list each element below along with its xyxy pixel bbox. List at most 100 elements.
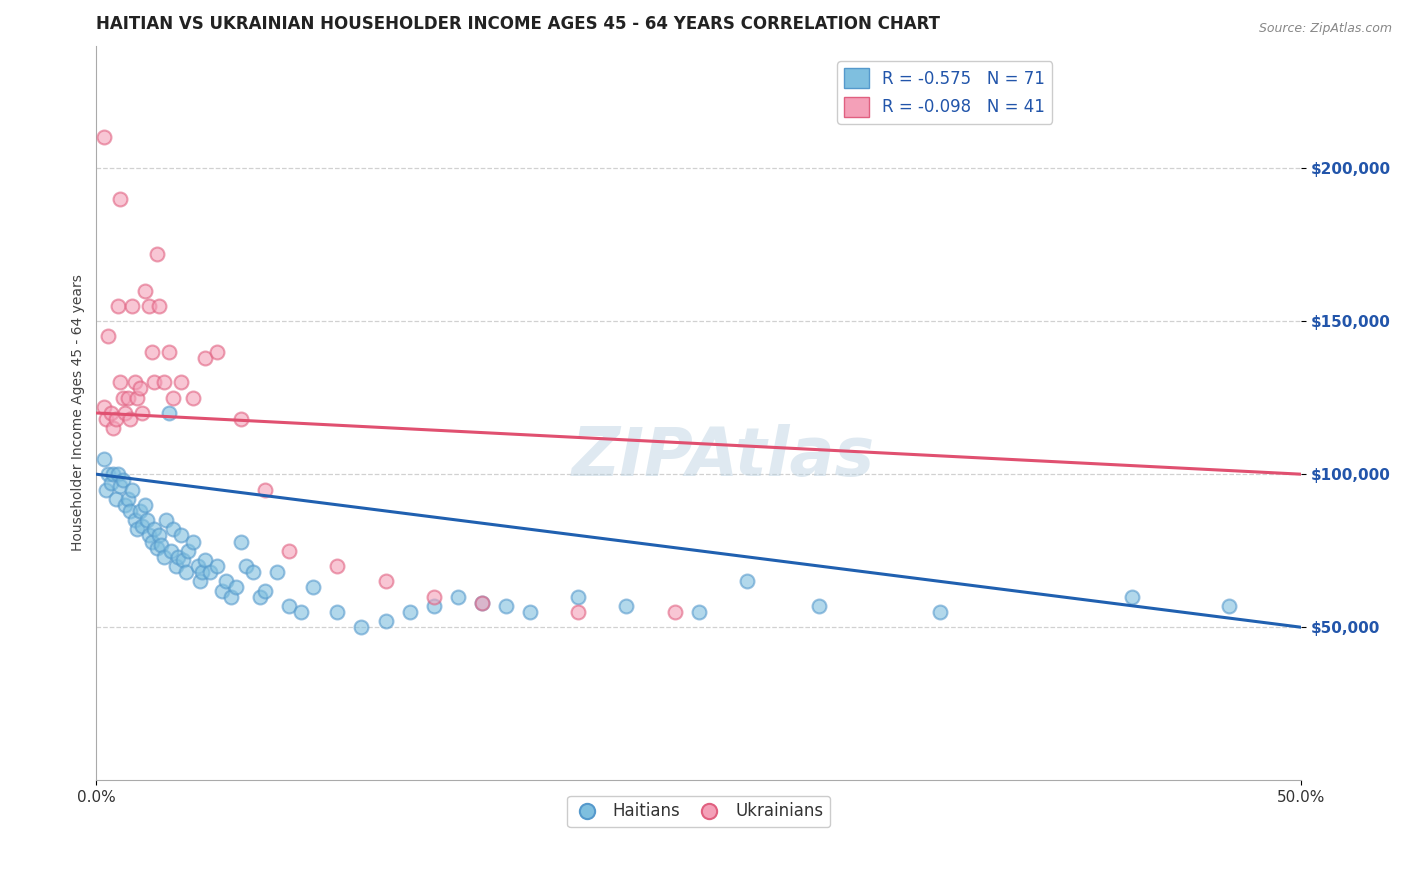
Point — [128, 504, 150, 518]
Point — [567, 590, 589, 604]
Point — [326, 605, 349, 619]
Point — [808, 599, 831, 613]
Point — [121, 299, 143, 313]
Point — [141, 534, 163, 549]
Point — [155, 513, 177, 527]
Point — [350, 620, 373, 634]
Point — [110, 192, 132, 206]
Point — [153, 549, 176, 564]
Legend: Haitians, Ukrainians: Haitians, Ukrainians — [568, 796, 830, 827]
Point — [229, 534, 252, 549]
Point — [93, 130, 115, 145]
Point — [138, 299, 160, 313]
Point — [93, 400, 115, 414]
Point — [127, 391, 149, 405]
Point — [110, 479, 132, 493]
Point — [104, 491, 127, 506]
Point — [326, 559, 349, 574]
Point — [128, 382, 150, 396]
Point — [107, 299, 129, 313]
Text: HAITIAN VS UKRAINIAN HOUSEHOLDER INCOME AGES 45 - 64 YEARS CORRELATION CHART: HAITIAN VS UKRAINIAN HOUSEHOLDER INCOME … — [97, 15, 941, 33]
Point — [616, 599, 638, 613]
Point — [114, 406, 136, 420]
Point — [148, 299, 170, 313]
Point — [121, 483, 143, 497]
Point — [495, 599, 517, 613]
Point — [194, 351, 217, 365]
Point — [120, 504, 142, 518]
Point — [94, 412, 117, 426]
Point — [143, 522, 166, 536]
Point — [170, 528, 193, 542]
Point — [928, 605, 950, 619]
Point — [398, 605, 420, 619]
Point — [278, 599, 301, 613]
Point — [162, 522, 184, 536]
Y-axis label: Householder Income Ages 45 - 64 years: Householder Income Ages 45 - 64 years — [72, 275, 86, 551]
Point — [94, 483, 117, 497]
Point — [225, 581, 247, 595]
Point — [174, 565, 197, 579]
Point — [145, 247, 167, 261]
Point — [422, 599, 444, 613]
Point — [302, 581, 325, 595]
Point — [131, 406, 153, 420]
Point — [150, 538, 173, 552]
Point — [187, 559, 209, 574]
Point — [134, 498, 156, 512]
Point — [124, 376, 146, 390]
Point — [229, 412, 252, 426]
Point — [1121, 590, 1143, 604]
Point — [143, 376, 166, 390]
Point — [153, 376, 176, 390]
Point — [167, 549, 190, 564]
Point — [1218, 599, 1240, 613]
Point — [145, 541, 167, 555]
Point — [253, 483, 276, 497]
Point — [211, 583, 233, 598]
Point — [157, 344, 180, 359]
Point — [127, 522, 149, 536]
Point — [114, 498, 136, 512]
Point — [447, 590, 470, 604]
Point — [124, 513, 146, 527]
Point — [97, 467, 120, 482]
Point — [117, 391, 139, 405]
Point — [148, 528, 170, 542]
Point — [374, 614, 396, 628]
Point — [664, 605, 686, 619]
Point — [688, 605, 710, 619]
Point — [249, 590, 271, 604]
Point — [141, 344, 163, 359]
Point — [104, 412, 127, 426]
Point — [194, 553, 217, 567]
Point — [97, 329, 120, 343]
Point — [188, 574, 211, 589]
Point — [100, 406, 122, 420]
Point — [162, 391, 184, 405]
Point — [471, 596, 494, 610]
Point — [93, 451, 115, 466]
Text: ZIPAtlas: ZIPAtlas — [571, 424, 875, 490]
Point — [111, 391, 134, 405]
Point — [117, 491, 139, 506]
Point — [170, 376, 193, 390]
Point — [172, 553, 194, 567]
Point — [134, 284, 156, 298]
Point — [471, 596, 494, 610]
Point — [103, 421, 125, 435]
Point — [157, 406, 180, 420]
Point — [735, 574, 758, 589]
Point — [205, 344, 228, 359]
Point — [100, 476, 122, 491]
Point — [235, 559, 257, 574]
Point — [136, 513, 159, 527]
Point — [111, 473, 134, 487]
Point — [138, 528, 160, 542]
Point — [191, 565, 214, 579]
Point — [120, 412, 142, 426]
Point — [110, 376, 132, 390]
Point — [177, 543, 200, 558]
Point — [198, 565, 221, 579]
Point — [519, 605, 541, 619]
